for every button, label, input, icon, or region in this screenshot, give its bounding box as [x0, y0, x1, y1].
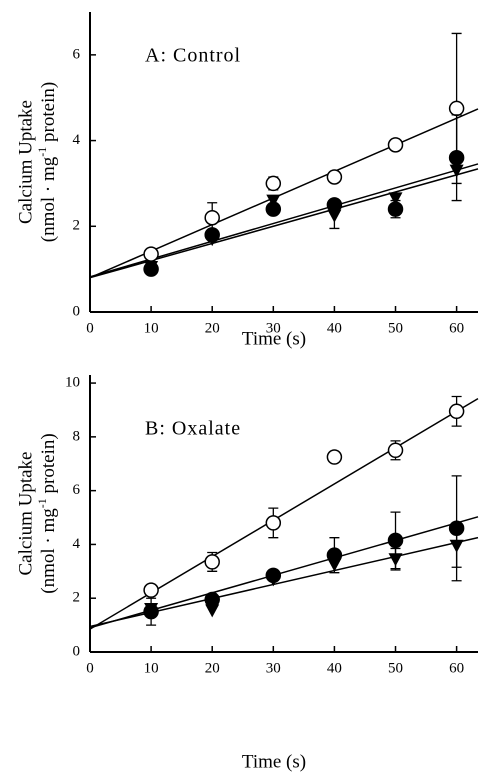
- point: [265, 175, 282, 192]
- point: [388, 192, 403, 206]
- x-tick-label: 10: [144, 660, 159, 676]
- y-axis-unit-part: protein): [38, 433, 59, 498]
- x-tick-label: 60: [449, 320, 464, 336]
- point: [388, 553, 403, 567]
- point: [204, 209, 220, 226]
- x-tick-label: 40: [327, 320, 342, 336]
- point: [387, 442, 404, 459]
- x-axis-label: Time (s): [242, 751, 306, 772]
- y-axis-unit-part: (nmol · mg: [38, 156, 59, 242]
- point: [205, 233, 220, 247]
- y-tick-label: 6: [73, 482, 81, 498]
- y-axis-unit-part: -1: [35, 498, 49, 508]
- x-tick-label: 40: [327, 660, 342, 676]
- x-tick-label: 0: [86, 660, 94, 676]
- x-axis-label: Time (s): [242, 328, 306, 349]
- y-tick-label: 8: [73, 428, 81, 444]
- point: [266, 573, 281, 587]
- x-tick-label: 0: [86, 320, 94, 336]
- y-tick-label: 0: [73, 643, 81, 659]
- y-tick-label: 6: [73, 46, 81, 62]
- point: [326, 169, 343, 185]
- y-tick-label: 10: [65, 375, 80, 391]
- y-axis-unit: (nmol · mg-1 protein): [35, 433, 60, 593]
- point: [387, 532, 404, 549]
- point: [204, 554, 220, 570]
- x-tick-label: 50: [388, 660, 403, 676]
- point: [144, 261, 159, 274]
- y-axis-label: Calcium Uptake: [15, 100, 36, 224]
- y-axis-label: Calcium Uptake: [15, 452, 36, 576]
- y-tick-label: 2: [73, 590, 81, 606]
- y-tick-label: 4: [73, 132, 81, 148]
- x-tick-label: 30: [266, 320, 281, 336]
- point: [327, 558, 342, 572]
- point: [266, 194, 281, 208]
- point: [144, 602, 159, 616]
- y-tick-label: 4: [73, 536, 81, 552]
- panel-title: A: Control: [145, 45, 241, 67]
- point: [449, 164, 464, 178]
- panel-title: B: Oxalate: [145, 418, 241, 440]
- point: [143, 582, 159, 598]
- point: [448, 100, 465, 117]
- point: [387, 137, 404, 153]
- y-axis-unit: (nmol · mg-1 protein): [35, 82, 60, 242]
- point: [143, 246, 159, 262]
- x-tick-label: 60: [449, 660, 464, 676]
- x-tick-label: 20: [205, 660, 220, 676]
- point: [205, 604, 220, 618]
- point: [449, 539, 464, 553]
- x-tick-label: 30: [266, 660, 281, 676]
- y-tick-label: 0: [73, 303, 81, 319]
- x-tick-label: 50: [388, 320, 403, 336]
- point: [326, 449, 343, 465]
- point: [265, 515, 282, 531]
- y-axis-unit-part: protein): [38, 82, 59, 147]
- y-axis-unit-part: -1: [35, 147, 49, 157]
- point: [448, 403, 465, 420]
- y-axis-unit-part: (nmol · mg: [38, 508, 59, 594]
- y-tick-label: 2: [73, 218, 81, 234]
- x-tick-label: 10: [144, 320, 159, 336]
- point: [448, 149, 465, 166]
- x-tick-label: 20: [205, 320, 220, 336]
- point: [327, 209, 342, 223]
